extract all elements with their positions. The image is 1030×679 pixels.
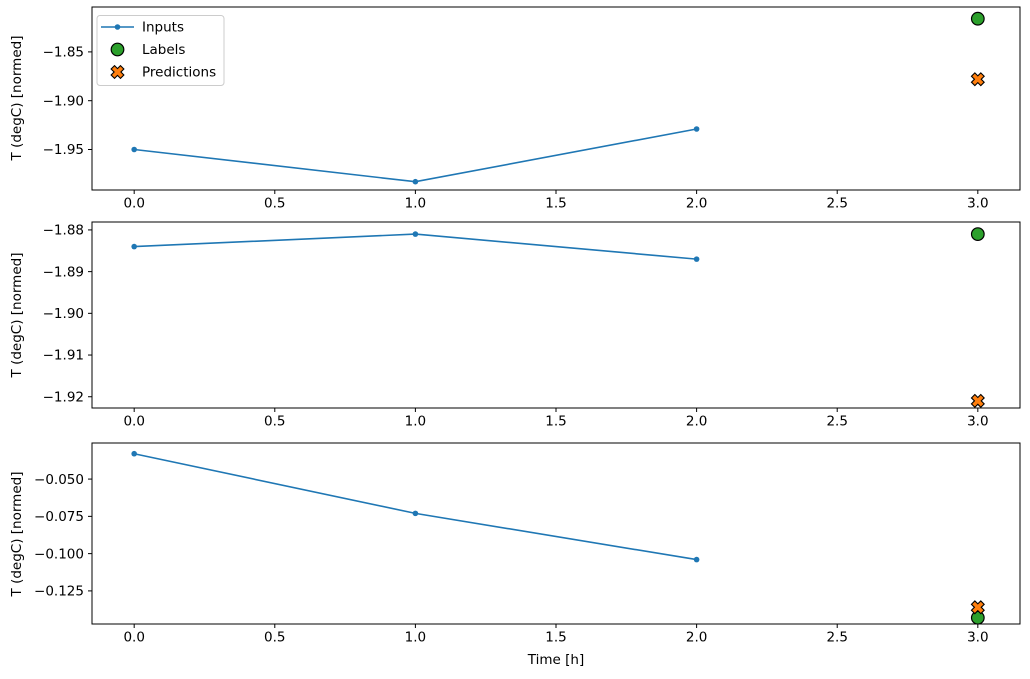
legend-entry-predictions: Predictions bbox=[110, 64, 216, 81]
subplot-2: 0.0 0.5 1.0 1.5 2.0 2.5 3.0 −1.88 −1.89 −1.90 −1.9… bbox=[43, 221, 1021, 430]
y-tick-label: −1.92 bbox=[43, 389, 84, 405]
inputs-point bbox=[412, 510, 419, 517]
y-tick-label: −0.100 bbox=[34, 546, 84, 562]
y-tick-label: −1.88 bbox=[43, 223, 84, 239]
predictions-marker bbox=[970, 600, 985, 615]
y-tick-label: −1.90 bbox=[43, 93, 84, 109]
y-tick-label: −1.95 bbox=[43, 142, 84, 158]
x-tick-label: 0.5 bbox=[264, 630, 285, 646]
legend-labels-marker bbox=[110, 42, 125, 57]
legend: Inputs Labels Predictions bbox=[96, 15, 225, 86]
legend-entry-label: Predictions bbox=[142, 65, 216, 81]
x-tick-label: 0.0 bbox=[123, 414, 144, 430]
predictions-marker bbox=[970, 72, 985, 87]
inputs-line bbox=[134, 452, 697, 561]
subplot-3: 0.0 0.5 1.0 1.5 2.0 2.5 3.0 −0.050 −0.075 −0.100 −… bbox=[34, 442, 1021, 646]
x-tick-label: 3.0 bbox=[967, 196, 988, 212]
x-tick-label: 1.5 bbox=[545, 414, 566, 430]
legend-predictions-marker bbox=[110, 64, 125, 80]
x-tick-label: 2.0 bbox=[686, 630, 707, 646]
x-tick-label: 0.0 bbox=[123, 630, 144, 646]
y-tick-label: −0.050 bbox=[34, 472, 84, 488]
inputs-line bbox=[134, 128, 697, 183]
inputs-point bbox=[131, 146, 137, 153]
x-tick-label: 3.0 bbox=[967, 630, 988, 646]
legend-entry-label: Inputs bbox=[142, 20, 184, 36]
x-tick-label: 0.5 bbox=[264, 196, 285, 212]
axes-frame bbox=[91, 6, 1021, 191]
x-tick-label: 1.0 bbox=[405, 196, 426, 212]
inputs-point bbox=[693, 556, 700, 563]
inputs-point bbox=[412, 231, 419, 237]
inputs-point bbox=[131, 243, 137, 250]
inputs-line bbox=[134, 233, 697, 260]
y-tick-label: −0.075 bbox=[34, 509, 84, 525]
inputs-point bbox=[693, 126, 700, 132]
y-axis-label-subplot-1: T (degC) [normed] bbox=[9, 35, 25, 161]
y-tick-label: −0.125 bbox=[34, 584, 84, 600]
legend-box bbox=[96, 15, 225, 86]
x-tick-label: 2.0 bbox=[686, 196, 707, 212]
y-axis-label-subplot-3: T (degC) [normed] bbox=[9, 471, 25, 597]
axes-frame bbox=[91, 442, 1021, 625]
predictions-marker bbox=[970, 393, 985, 409]
y-tick-label: −1.90 bbox=[43, 306, 84, 322]
subplot-1: 0.0 0.5 1.0 1.5 2.0 2.5 3.0 −1.85 −1.90 −1.95 Inpu… bbox=[43, 6, 1021, 212]
labels-marker bbox=[970, 227, 985, 241]
predictions-marker bbox=[970, 393, 985, 409]
x-tick-label: 2.0 bbox=[686, 414, 707, 430]
inputs-point bbox=[131, 450, 137, 457]
x-tick-label: 2.5 bbox=[826, 414, 847, 430]
x-tick-label: 3.0 bbox=[967, 414, 988, 430]
axes-frame bbox=[91, 221, 1021, 409]
x-tick-label: 0.5 bbox=[264, 414, 285, 430]
predictions-marker bbox=[970, 600, 985, 615]
x-tick-label: 2.5 bbox=[826, 630, 847, 646]
predictions-marker bbox=[970, 72, 985, 87]
x-tick-label: 0.0 bbox=[123, 196, 144, 212]
x-axis-label: Time [h] bbox=[527, 652, 585, 668]
y-axis-label-subplot-2: T (degC) [normed] bbox=[9, 252, 25, 378]
x-tick-label: 1.0 bbox=[405, 630, 426, 646]
legend-entry-inputs: Inputs bbox=[101, 20, 184, 36]
x-tick-label: 1.0 bbox=[405, 414, 426, 430]
inputs-point bbox=[412, 178, 419, 185]
legend-predictions-marker bbox=[110, 64, 125, 80]
inputs-point bbox=[693, 256, 700, 262]
legend-entry-label: Labels bbox=[142, 42, 185, 58]
y-tick-label: −1.89 bbox=[43, 264, 84, 280]
y-tick-label: −1.85 bbox=[43, 45, 84, 61]
x-tick-label: 1.5 bbox=[545, 196, 566, 212]
x-tick-label: 2.5 bbox=[826, 196, 847, 212]
labels-marker bbox=[970, 11, 985, 26]
y-tick-label: −1.91 bbox=[43, 348, 84, 364]
legend-inputs-dot bbox=[114, 24, 121, 30]
x-tick-label: 1.5 bbox=[545, 630, 566, 646]
labels-marker bbox=[970, 610, 985, 625]
legend-entry-labels: Labels bbox=[110, 42, 185, 58]
